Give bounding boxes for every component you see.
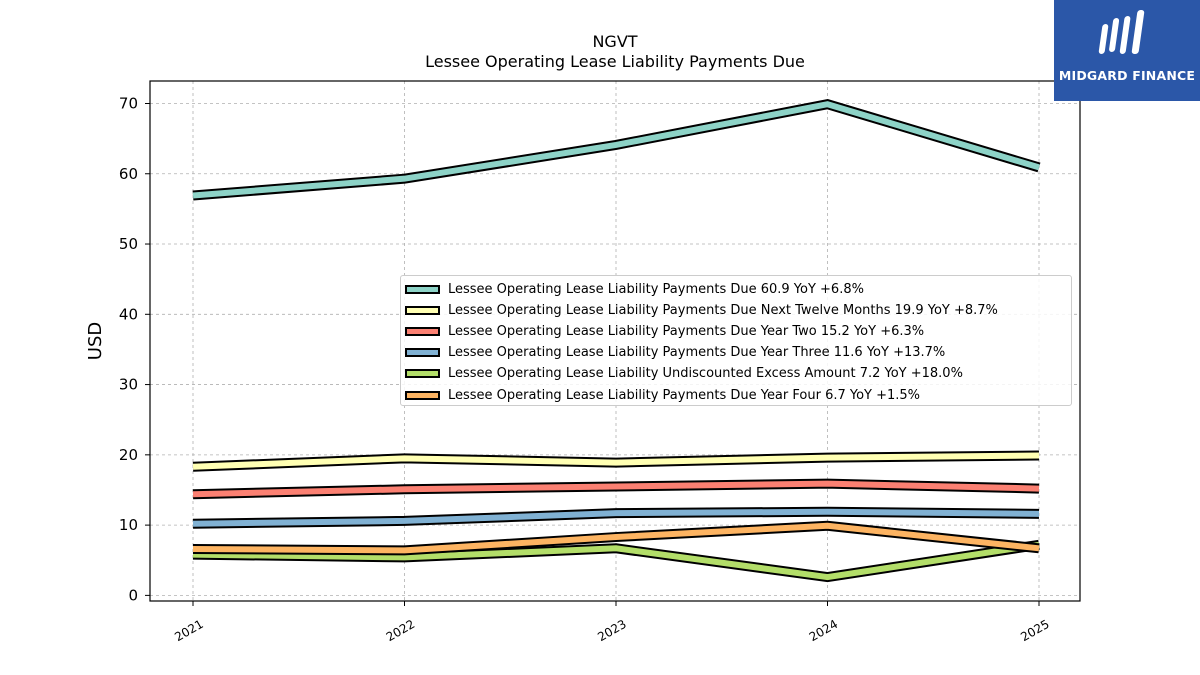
y-tick-label: 40: [119, 305, 138, 323]
chart-title: NGVT: [592, 32, 638, 51]
legend-item: Lessee Operating Lease Liability Payment…: [405, 321, 924, 341]
legend-swatch: [405, 390, 440, 400]
y-tick-label: 10: [119, 516, 138, 534]
legend-item: Lessee Operating Lease Liability Payment…: [405, 385, 920, 405]
legend-swatch: [405, 284, 440, 294]
plot-frame: [149, 80, 1081, 602]
midgard-finance-logo: MIDGARD FINANCE: [1054, 0, 1200, 101]
x-tick-label: 2025: [1018, 617, 1051, 644]
legend: Lessee Operating Lease Liability Payment…: [400, 275, 1072, 406]
series-line: [192, 452, 1040, 470]
series-line: [192, 508, 1040, 527]
series-line: [192, 480, 1040, 498]
y-tick-label: 20: [119, 446, 138, 464]
legend-label: Lessee Operating Lease Liability Payment…: [448, 302, 998, 318]
legend-label: Lessee Operating Lease Liability Payment…: [448, 323, 925, 339]
y-axis-label: USD: [85, 322, 106, 360]
legend-item: Lessee Operating Lease Liability Payment…: [405, 343, 945, 363]
y-tick-label: 30: [119, 376, 138, 394]
legend-item: Lessee Operating Lease Liability Undisco…: [405, 364, 963, 384]
legend-swatch: [405, 305, 440, 315]
legend-label: Lessee Operating Lease Liability Payment…: [448, 345, 946, 361]
midgard-logo-mark-icon: [1098, 10, 1145, 54]
legend-swatch: [405, 348, 440, 358]
series-line: [192, 101, 1040, 199]
chart-subtitle: Lessee Operating Lease Liability Payment…: [425, 52, 805, 71]
y-tick-label: 60: [119, 165, 138, 183]
legend-label: Lessee Operating Lease Liability Payment…: [448, 387, 921, 403]
legend-label: Lessee Operating Lease Liability Undisco…: [448, 366, 963, 382]
x-tick-label: 2022: [384, 617, 417, 644]
y-tick-label: 0: [128, 586, 138, 604]
series-line: [192, 541, 1040, 581]
y-tick-label: 70: [119, 94, 138, 112]
legend-swatch: [405, 369, 440, 379]
x-tick-label: 2023: [595, 617, 628, 644]
logo-text: MIDGARD FINANCE: [1058, 68, 1196, 83]
y-tick-label: 50: [119, 235, 138, 253]
legend-label: Lessee Operating Lease Liability Payment…: [448, 281, 864, 297]
x-tick-label: 2024: [807, 617, 840, 644]
series-line: [192, 522, 1040, 554]
legend-item: Lessee Operating Lease Liability Payment…: [405, 300, 998, 320]
legend-item: Lessee Operating Lease Liability Payment…: [405, 279, 864, 299]
x-tick-label: 2021: [172, 617, 205, 644]
legend-swatch: [405, 326, 440, 336]
